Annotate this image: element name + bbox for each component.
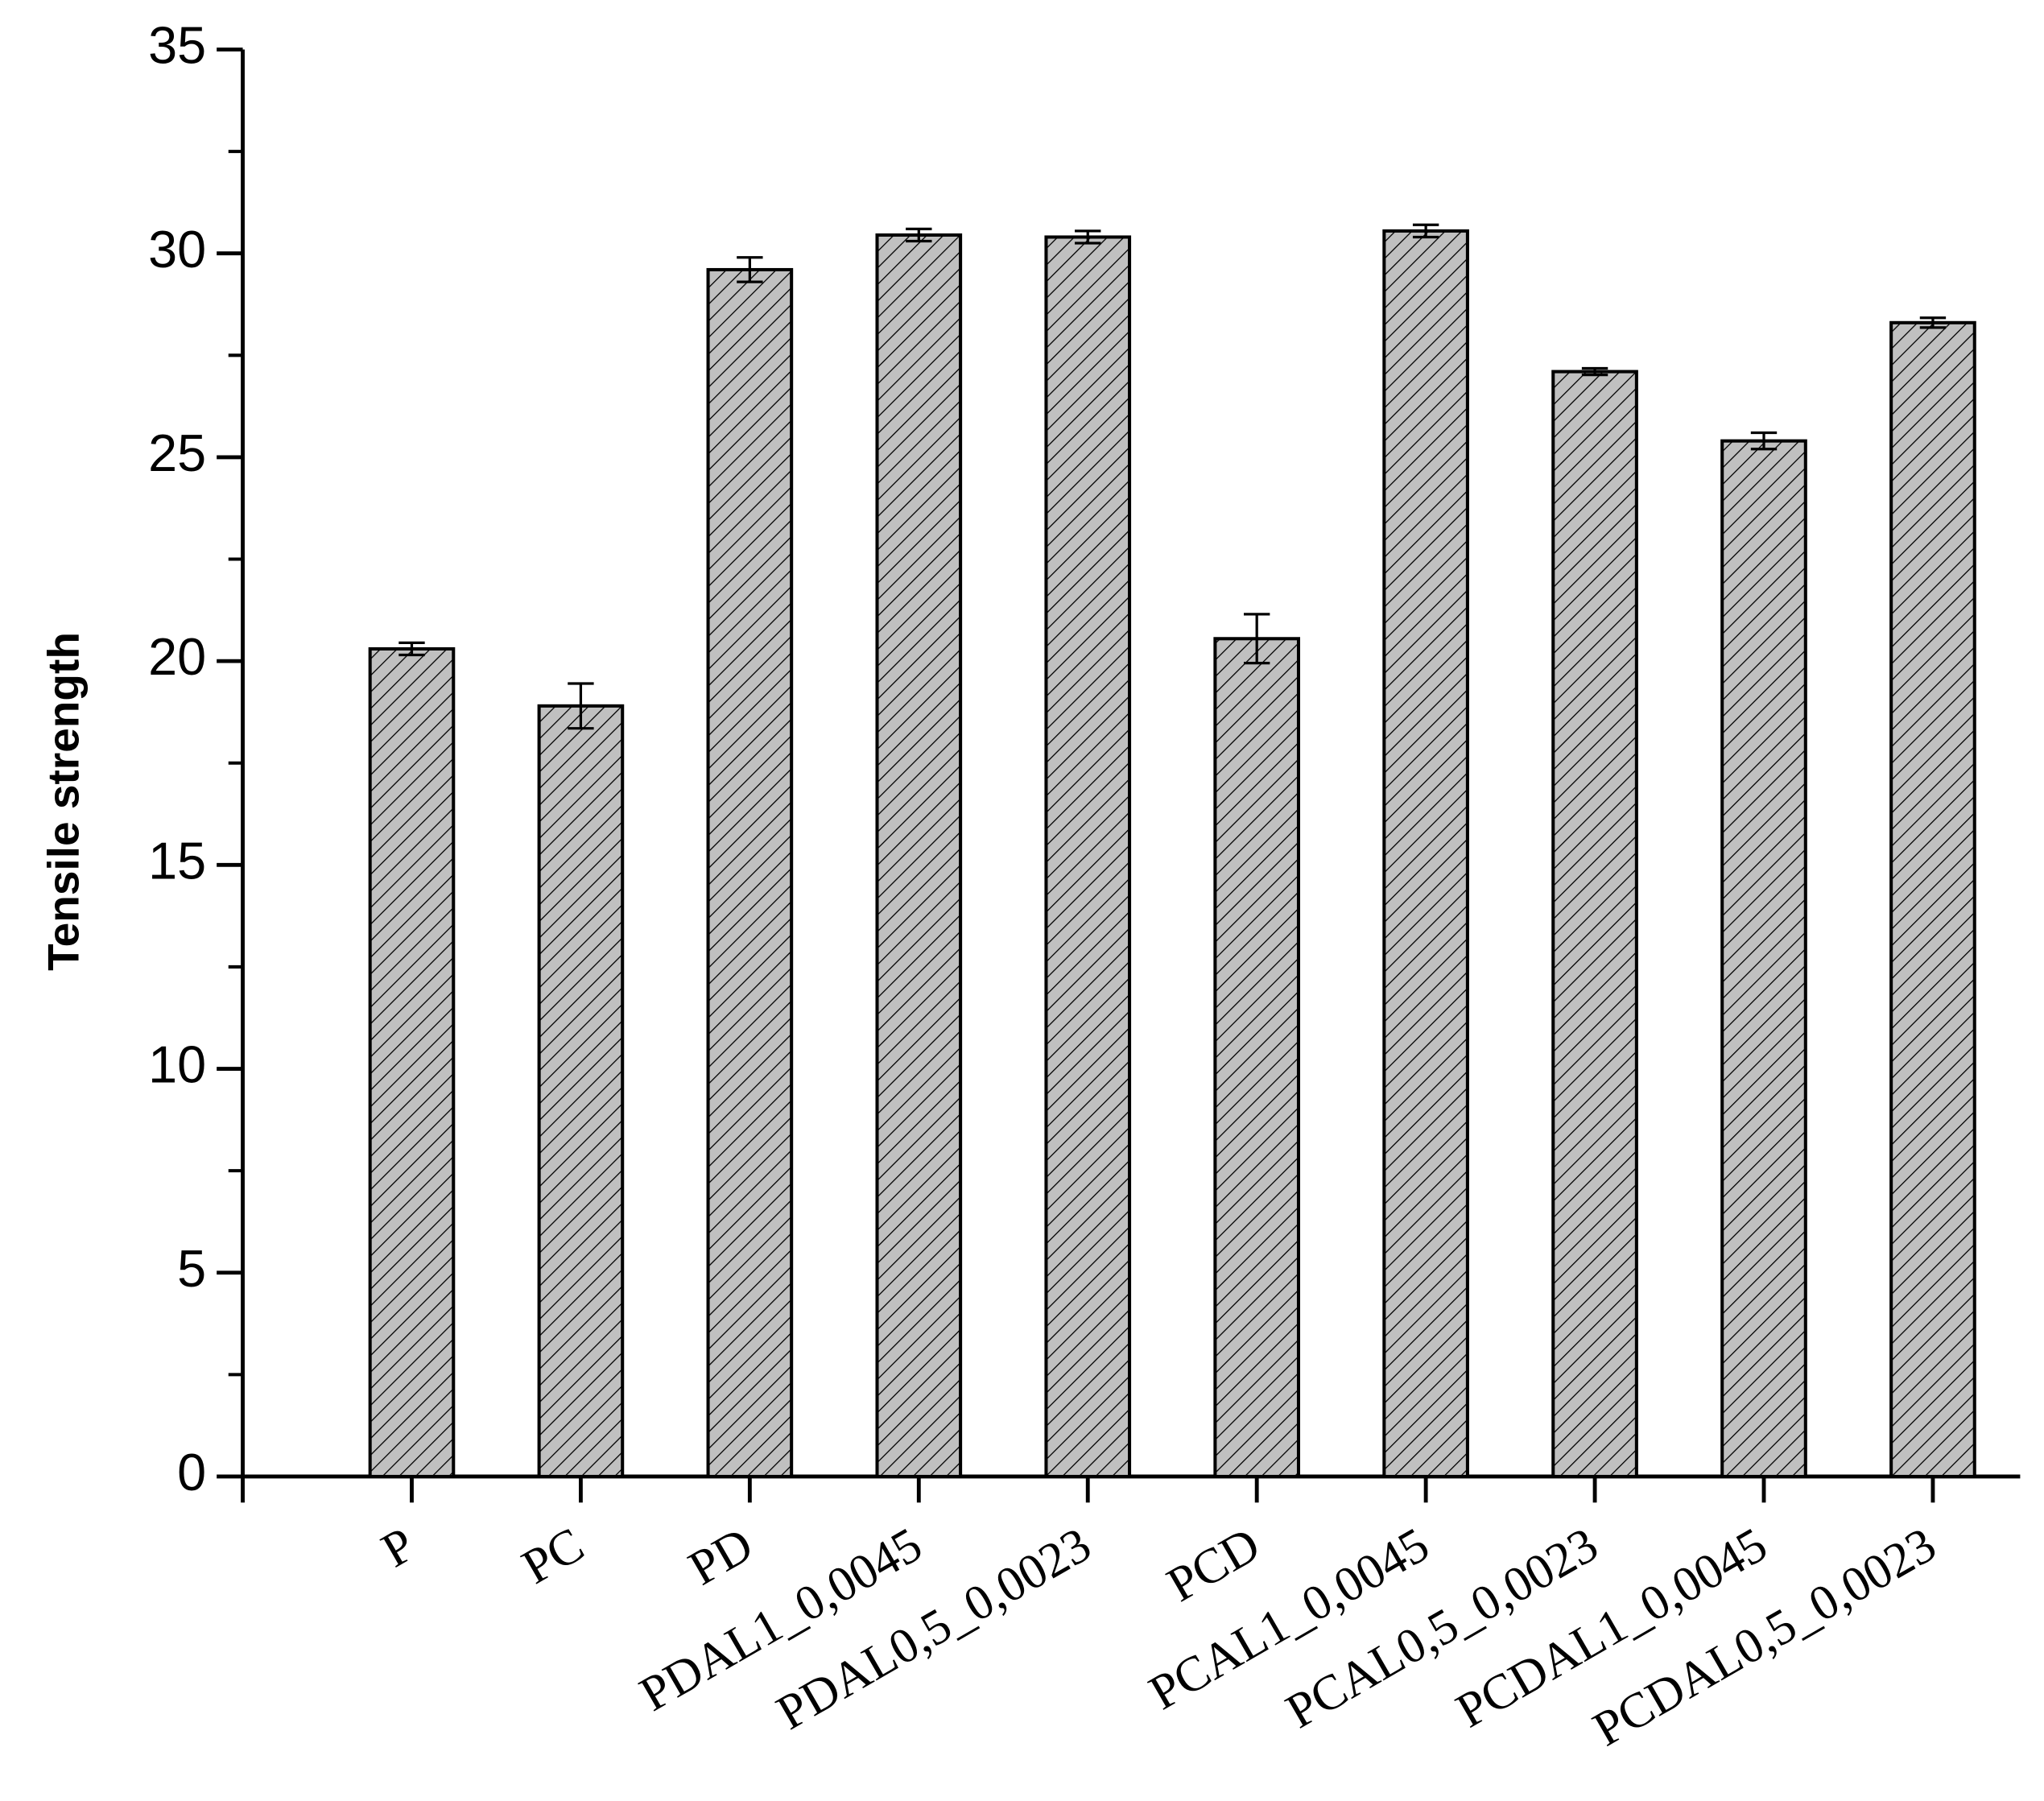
- bar: [875, 233, 963, 1478]
- x-tick-label: PCD: [1158, 1517, 1270, 1613]
- y-tick-label: 5: [177, 1239, 206, 1298]
- bar: [1889, 320, 1976, 1478]
- error-bar: [1581, 366, 1608, 377]
- y-tick-label: 0: [177, 1443, 206, 1502]
- bar: [1551, 370, 1638, 1478]
- y-tick-label: 30: [148, 220, 206, 279]
- y-tick-label: 25: [148, 423, 206, 482]
- bar: [706, 267, 794, 1478]
- error-bar: [568, 682, 594, 730]
- error-bar: [737, 256, 763, 283]
- bar: [1720, 439, 1807, 1478]
- error-bar: [1243, 613, 1270, 665]
- bar: [537, 704, 625, 1478]
- bar: [1044, 235, 1132, 1478]
- error-bar: [1750, 431, 1778, 451]
- y-tick-label: 15: [148, 831, 206, 890]
- error-bar: [398, 641, 425, 657]
- error-bar: [906, 227, 932, 243]
- x-tick-label: PD: [679, 1517, 762, 1596]
- y-tick-label: 35: [148, 16, 206, 75]
- error-bar: [1075, 229, 1101, 245]
- x-tick-label: PC: [513, 1517, 593, 1595]
- bar: [368, 646, 456, 1478]
- bar: [1213, 637, 1301, 1478]
- y-tick-label: 10: [148, 1035, 206, 1094]
- error-bar: [1412, 223, 1439, 239]
- y-tick-label: 20: [148, 627, 206, 686]
- y-axis-title: Tensile strength: [39, 632, 89, 971]
- bar: [1382, 229, 1469, 1478]
- error-bar: [1919, 316, 1947, 329]
- x-tick-label: P: [373, 1517, 424, 1578]
